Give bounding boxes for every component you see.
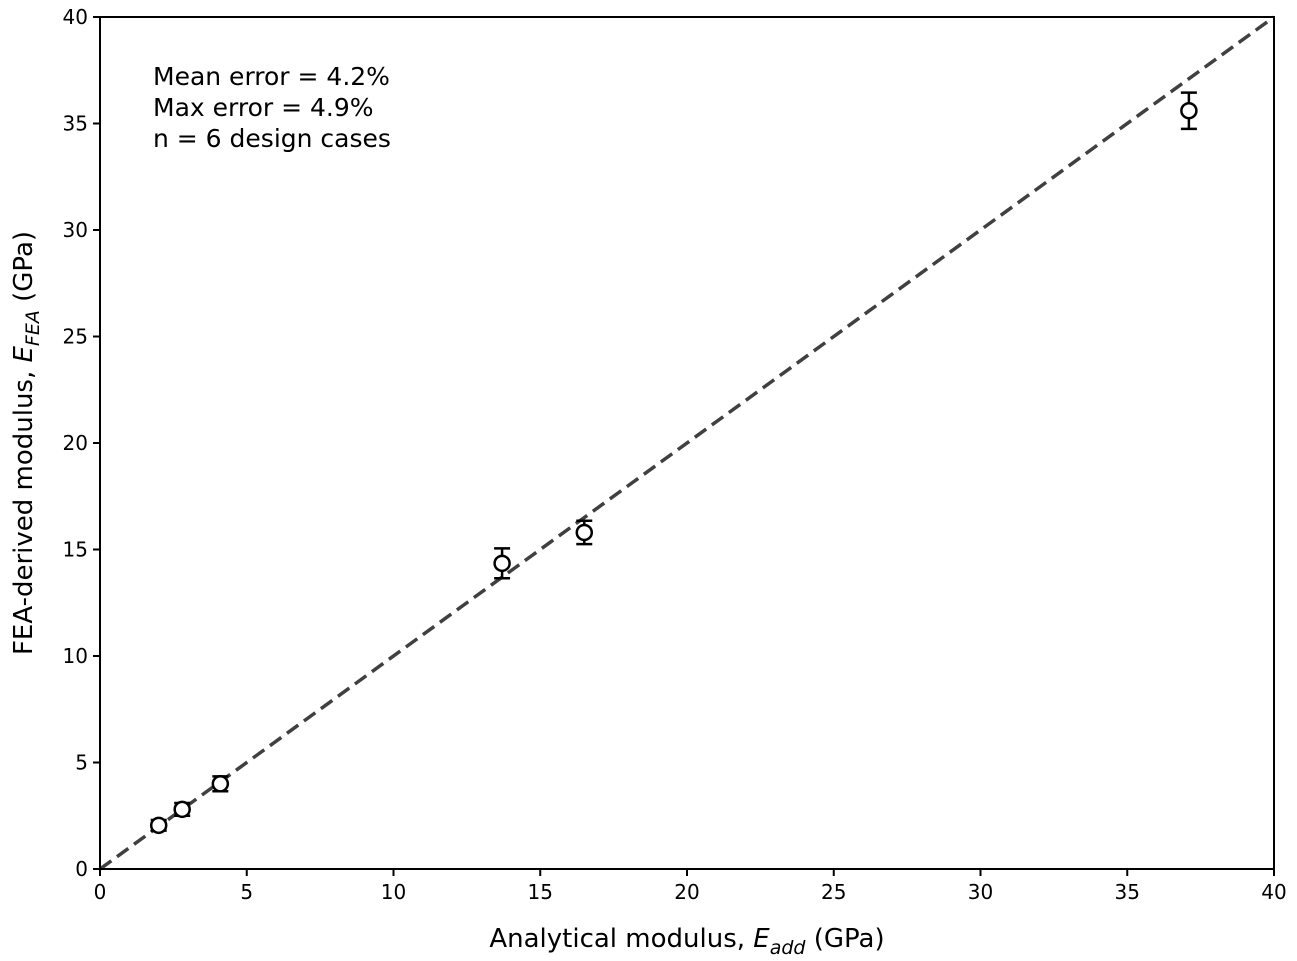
annotation-box: Mean error = 4.2% Max error = 4.9% n = 6… bbox=[153, 62, 391, 153]
y-axis-label-prefix: FEA-derived modulus, bbox=[9, 362, 39, 655]
y-axis-label-suffix: (GPa) bbox=[9, 231, 39, 310]
y-tick-label-35: 35 bbox=[63, 112, 88, 136]
x-axis-label-prefix: Analytical modulus, bbox=[489, 924, 753, 954]
x-tick-label-20: 20 bbox=[674, 880, 699, 904]
y-tick-label-15: 15 bbox=[63, 538, 88, 562]
data-point-1 bbox=[149, 816, 168, 835]
x-tick-label-10: 10 bbox=[381, 880, 406, 904]
data-point-4 bbox=[493, 554, 511, 573]
x-axis-label: Analytical modulus, Eadd (GPa) bbox=[489, 924, 884, 959]
x-axis-label-symbol: E bbox=[753, 924, 770, 954]
y-tick-label-40: 40 bbox=[63, 5, 88, 29]
x-tick-label-0: 0 bbox=[94, 880, 107, 904]
y-axis-ticks: 0 5 10 15 20 25 30 35 40 bbox=[63, 5, 100, 881]
y-axis-label: FEA-derived modulus, EFEA (GPa) bbox=[9, 231, 44, 655]
x-tick-label-30: 30 bbox=[968, 880, 993, 904]
annotation-line-max-error: Max error = 4.9% bbox=[153, 93, 374, 122]
data-point-2 bbox=[173, 800, 191, 819]
x-axis-label-subscript: add bbox=[770, 937, 807, 959]
reference-line-layer bbox=[98, 15, 1276, 871]
x-axis-ticks: 0 5 10 15 20 25 30 35 40 bbox=[94, 869, 1287, 904]
y-tick-label-0: 0 bbox=[75, 857, 88, 881]
y-tick-label-20: 20 bbox=[63, 431, 88, 455]
x-tick-label-25: 25 bbox=[821, 880, 846, 904]
data-point-5 bbox=[575, 523, 594, 542]
x-tick-label-15: 15 bbox=[528, 880, 553, 904]
y-axis-label-subscript: FEA bbox=[22, 310, 44, 346]
y-tick-label-5: 5 bbox=[75, 751, 88, 775]
x-tick-label-40: 40 bbox=[1261, 880, 1286, 904]
annotation-line-mean-error: Mean error = 4.2% bbox=[153, 62, 390, 91]
annotation-line-case-count: n = 6 design cases bbox=[153, 124, 391, 153]
x-tick-label-5: 5 bbox=[240, 880, 253, 904]
y-tick-label-25: 25 bbox=[63, 325, 88, 349]
x-axis-label-suffix: (GPa) bbox=[805, 924, 884, 954]
y-axis-label-symbol: E bbox=[9, 345, 39, 362]
data-point-layer bbox=[149, 101, 1198, 835]
y-tick-label-30: 30 bbox=[63, 218, 88, 242]
data-point-3 bbox=[211, 775, 230, 793]
data-point-6 bbox=[1180, 101, 1198, 120]
x-tick-label-35: 35 bbox=[1115, 880, 1140, 904]
reference-line bbox=[98, 15, 1276, 871]
y-tick-label-10: 10 bbox=[63, 644, 88, 668]
